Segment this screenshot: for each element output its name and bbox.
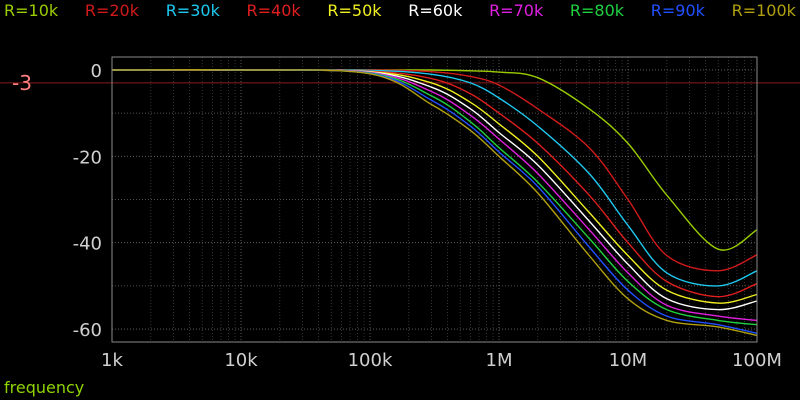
legend-entry: R=50k xyxy=(327,1,382,20)
legend-entry: R=30k xyxy=(165,1,220,20)
y-tick-label: -60 xyxy=(73,320,102,341)
legend-entry: R=70k xyxy=(489,1,544,20)
y-tick-label: -40 xyxy=(73,234,102,255)
legend-entry: R=20k xyxy=(84,1,139,20)
legend-entry: R=90k xyxy=(650,1,705,20)
legend-entry: R=10k xyxy=(4,1,59,20)
legend-entry: R=60k xyxy=(408,1,463,20)
plot-frame xyxy=(111,56,758,343)
plot-border xyxy=(111,56,758,343)
x-tick-label: 10M xyxy=(609,350,647,371)
reference-line-label: -3 xyxy=(12,71,32,95)
x-tick-label: 100k xyxy=(348,350,393,371)
y-tick-label: 0 xyxy=(91,61,102,82)
tick-labels: 1k 10k 100k 1M 10M 100M 0 -20 -40 -60 xyxy=(73,61,782,371)
x-axis-label: frequency xyxy=(4,378,85,397)
x-tick-label: 1M xyxy=(486,350,513,371)
legend-entry: R=100k xyxy=(731,1,796,20)
legend: R=10k R=20k R=30k R=40k R=50k R=60k R=70k R=80k… xyxy=(4,1,796,20)
x-tick-label: 100M xyxy=(732,350,782,371)
y-tick-label: -20 xyxy=(73,147,102,168)
legend-entry: R=40k xyxy=(246,1,301,20)
legend-entry: R=80k xyxy=(569,1,625,20)
series-lines xyxy=(111,68,758,337)
x-tick-label: 1k xyxy=(101,350,123,371)
x-tick-label: 10k xyxy=(224,350,258,371)
series-line-r-100k xyxy=(111,68,758,337)
